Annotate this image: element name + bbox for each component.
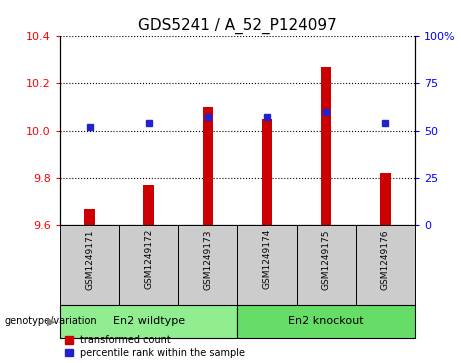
Bar (296, 225, 356, 305)
Bar (356, 225, 415, 305)
Text: ▶: ▶ (47, 316, 55, 326)
Bar (262, 119, 272, 225)
Bar (84, 208, 95, 225)
Bar (380, 173, 390, 225)
Bar (119, 225, 178, 305)
Text: GSM1249176: GSM1249176 (381, 229, 390, 290)
Title: GDS5241 / A_52_P124097: GDS5241 / A_52_P124097 (138, 17, 337, 33)
Legend: transformed count, percentile rank within the sample: transformed count, percentile rank withi… (65, 335, 245, 358)
Text: genotype/variation: genotype/variation (5, 316, 97, 326)
Text: GSM1249172: GSM1249172 (144, 229, 153, 289)
Text: En2 knockout: En2 knockout (288, 316, 364, 326)
Bar (60, 225, 119, 305)
Text: GSM1249174: GSM1249174 (262, 229, 272, 289)
Text: GSM1249175: GSM1249175 (322, 229, 331, 290)
Text: GSM1249173: GSM1249173 (203, 229, 213, 290)
Bar (60, 305, 237, 338)
Bar (237, 305, 415, 338)
Bar (237, 225, 296, 305)
Text: En2 wildtype: En2 wildtype (112, 316, 185, 326)
Bar (321, 67, 331, 225)
Text: GSM1249171: GSM1249171 (85, 229, 94, 290)
Bar (202, 107, 213, 225)
Bar (178, 225, 237, 305)
Bar (143, 185, 154, 225)
